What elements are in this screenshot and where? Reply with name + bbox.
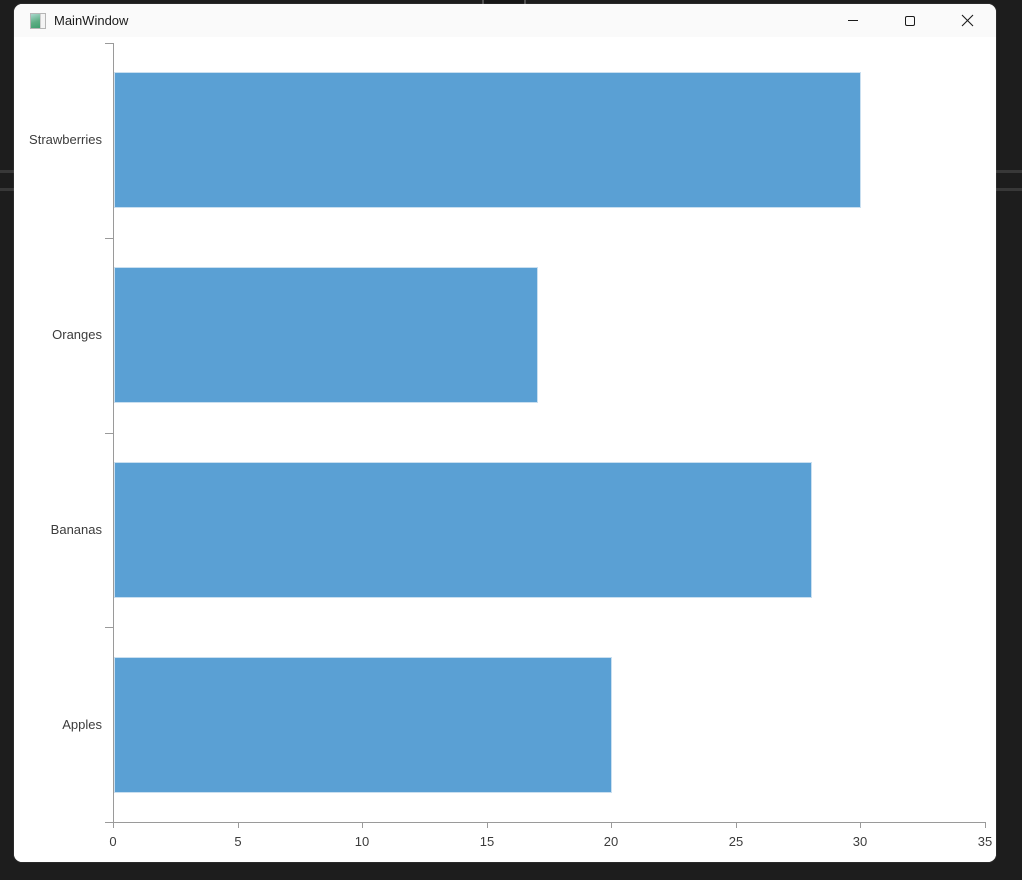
minimize-button[interactable] (830, 4, 876, 37)
window-controls (830, 4, 996, 37)
x-axis-tick-label: 35 (977, 834, 993, 849)
x-axis-tick (487, 822, 488, 828)
main-window: MainWindow 0 5 10 15 20 25 30 35 Strawberries Ora… (14, 4, 996, 862)
x-axis-tick (113, 822, 114, 828)
x-axis-tick-label: 5 (234, 834, 242, 849)
x-axis-tick (860, 822, 861, 828)
y-axis-line (113, 43, 114, 822)
bar-bananas (114, 462, 812, 598)
y-axis-tick (105, 238, 113, 239)
x-axis-tick-label: 0 (109, 834, 117, 849)
app-icon-screen (31, 13, 40, 28)
bar-chart: 0 5 10 15 20 25 30 35 Strawberries Oranges Bananas… (14, 37, 996, 862)
app-window-icon (30, 12, 46, 29)
x-axis-tick (362, 822, 363, 828)
close-button[interactable] (944, 4, 990, 37)
plot-area: 0 5 10 15 20 25 30 35 Strawberries Oranges Bananas… (29, 43, 992, 849)
bar-apples (114, 657, 612, 793)
x-axis-tick (238, 822, 239, 828)
x-axis-tick-label: 25 (728, 834, 744, 849)
x-axis-tick (611, 822, 612, 828)
window-title: MainWindow (54, 13, 129, 28)
bar-strawberries (114, 72, 861, 208)
x-axis-line (105, 822, 985, 823)
category-label-strawberries: Strawberries (29, 132, 102, 147)
maximize-icon (905, 15, 915, 26)
title-bar[interactable]: MainWindow (14, 4, 996, 37)
x-axis-tick (736, 822, 737, 828)
close-icon (961, 14, 973, 27)
app-icon-panel (40, 13, 45, 28)
bar-oranges (114, 267, 538, 403)
category-label-oranges: Oranges (52, 327, 102, 342)
x-axis-tick-label: 15 (479, 834, 495, 849)
category-label-apples: Apples (62, 717, 102, 732)
maximize-button[interactable] (887, 4, 933, 37)
y-axis-tick (105, 627, 113, 628)
x-axis-tick-label: 30 (852, 834, 868, 849)
minimize-icon (848, 20, 858, 21)
x-axis-tick-label: 20 (603, 834, 619, 849)
x-axis-tick-label: 10 (354, 834, 370, 849)
y-axis-tick (105, 433, 113, 434)
x-axis-tick (985, 822, 986, 828)
y-axis-tick (105, 43, 113, 44)
category-label-bananas: Bananas (50, 522, 102, 537)
